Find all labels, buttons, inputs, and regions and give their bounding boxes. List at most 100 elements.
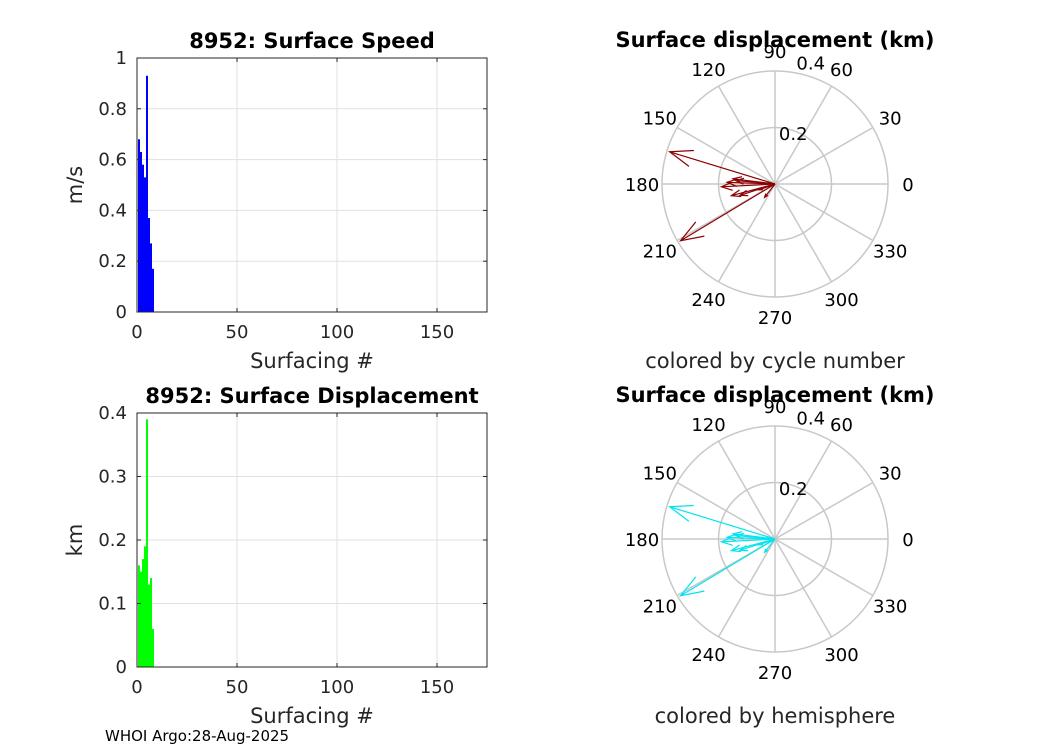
- bar: [148, 218, 150, 312]
- vector-head: [738, 544, 749, 552]
- footer-text: WHOI Argo:28-Aug-2025: [105, 727, 289, 745]
- x-tick-label: 50: [226, 677, 249, 698]
- vector-head: [725, 178, 738, 187]
- angle-label: 240: [691, 645, 725, 666]
- radius-label: 0.4: [796, 54, 825, 75]
- angle-label: 240: [691, 290, 725, 311]
- bar: [148, 584, 150, 667]
- vector-shaft: [735, 179, 776, 185]
- angle-label: 150: [643, 109, 677, 130]
- bar: [140, 571, 142, 667]
- vector-shaft: [758, 183, 776, 191]
- x-tick-label: 100: [320, 677, 354, 698]
- vector-shaft: [669, 151, 776, 185]
- polar-hemisphere-chart: 0 30 60 90 120 150 180 210 240 270 300 330 0.2 0.4Sur…: [615, 383, 934, 728]
- displacement-vector: [719, 536, 776, 546]
- vector-head: [667, 504, 694, 522]
- polar-cycle-chart: 0 30 60 90 120 150 180 210 240 270 300 330 0.2 0.4Sur…: [615, 28, 934, 373]
- vector-shaft: [680, 538, 776, 597]
- y-axis-label: m/s: [63, 166, 87, 204]
- y-tick-label: 0.3: [98, 467, 127, 488]
- vector-head: [757, 541, 764, 546]
- vector-head: [729, 189, 742, 198]
- angle-label: 60: [830, 60, 853, 81]
- vector-head: [733, 177, 745, 185]
- bar: [138, 565, 140, 667]
- vector-shaft: [721, 183, 776, 188]
- angle-label: 0: [902, 175, 913, 196]
- angle-label: 210: [643, 597, 677, 618]
- angle-label: 210: [643, 242, 677, 263]
- displacement-vector: [679, 183, 776, 242]
- bar: [146, 419, 148, 667]
- vector-head: [763, 548, 769, 554]
- vector-head: [719, 181, 733, 191]
- angle-label: 0: [902, 530, 913, 551]
- angle-label: 270: [758, 663, 792, 684]
- angle-label: 90: [764, 397, 787, 418]
- bar: [150, 243, 152, 312]
- vector-shaft: [764, 538, 776, 553]
- angle-label: 330: [873, 597, 907, 618]
- y-tick-label: 0.2: [98, 530, 127, 551]
- y-axis-label: km: [63, 524, 87, 557]
- chart-title: 8952: Surface Speed: [189, 29, 435, 53]
- angle-label: 60: [830, 415, 853, 436]
- displacement-vector: [733, 532, 776, 540]
- chart-subtitle: colored by hemisphere: [655, 704, 896, 728]
- chart-title: 8952: Surface Displacement: [145, 384, 478, 408]
- angle-label: 30: [879, 109, 902, 130]
- displacement-vector: [667, 504, 776, 540]
- vector-head: [729, 544, 742, 553]
- vector-shaft: [721, 538, 776, 543]
- y-tick-label: 1: [116, 48, 127, 69]
- chart-subtitle: colored by cycle number: [645, 349, 905, 373]
- angle-label: 300: [824, 645, 858, 666]
- angle-label: 330: [873, 242, 907, 263]
- displacement-vector: [733, 177, 776, 185]
- vector-head: [757, 186, 764, 191]
- y-tick-label: 0: [116, 657, 127, 678]
- angle-label: 90: [764, 42, 787, 63]
- radius-label: 0.2: [779, 479, 808, 500]
- y-tick-label: 0.4: [98, 200, 127, 221]
- surface-speed-chart: 0 50 100 150 0 0.2 0.4 0.6 0.8 1 8952: Surface Spe…: [63, 29, 488, 373]
- displacement-vector: [667, 149, 776, 185]
- y-tick-label: 0.1: [98, 594, 127, 615]
- angle-label: 150: [643, 464, 677, 485]
- bar: [142, 559, 144, 667]
- vector-head: [725, 533, 738, 542]
- bar: [146, 75, 148, 312]
- plot-area: [137, 58, 487, 312]
- vector-head: [667, 149, 694, 167]
- bar: [152, 268, 154, 312]
- radius-label: 0.2: [779, 124, 808, 145]
- x-tick-label: 150: [420, 677, 454, 698]
- x-tick-label: 100: [320, 322, 354, 343]
- angle-label: 120: [691, 415, 725, 436]
- vector-head: [733, 532, 745, 540]
- y-tick-label: 0.2: [98, 251, 127, 272]
- y-tick-label: 0.4: [98, 403, 127, 424]
- bar: [152, 628, 154, 667]
- bar: [140, 151, 142, 312]
- bar: [150, 578, 152, 667]
- angle-label: 180: [625, 530, 659, 551]
- vector-head: [738, 189, 749, 197]
- bar: [138, 139, 140, 312]
- vector-head: [719, 536, 733, 546]
- x-tick-label: 0: [131, 322, 142, 343]
- chart-title: Surface displacement (km): [615, 28, 934, 52]
- angle-label: 120: [691, 60, 725, 81]
- angle-label: 180: [625, 175, 659, 196]
- y-tick-label: 0.6: [98, 150, 127, 171]
- displacement-vector: [757, 183, 776, 191]
- displacement-vector: [763, 538, 776, 554]
- x-axis-label: Surfacing #: [250, 349, 374, 373]
- vector-head: [679, 576, 705, 597]
- vector-shaft: [680, 183, 776, 242]
- vector-head: [679, 221, 705, 242]
- vector-head: [763, 193, 769, 199]
- vector-shaft: [764, 183, 776, 198]
- y-tick-label: 0: [116, 302, 127, 323]
